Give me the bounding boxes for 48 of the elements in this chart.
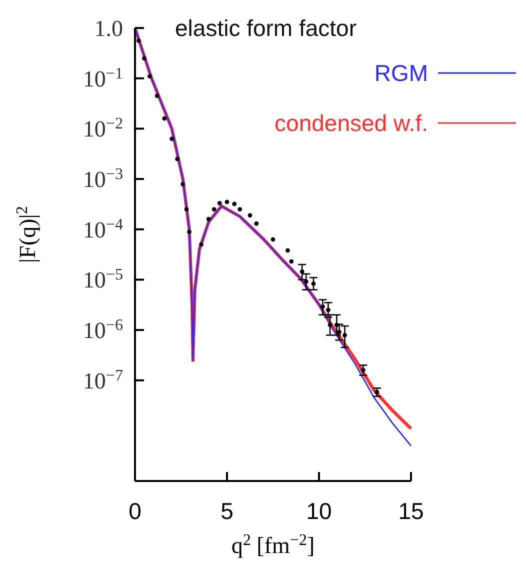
point <box>328 322 332 328</box>
point <box>148 74 152 78</box>
point <box>300 269 304 274</box>
point <box>199 242 204 247</box>
point <box>286 248 290 253</box>
point <box>175 156 180 162</box>
point <box>326 308 330 312</box>
point <box>206 216 211 222</box>
point <box>289 259 294 264</box>
chart-title: elastic form factor <box>175 15 357 41</box>
point <box>170 136 174 141</box>
y-tick-label: 10$^{−1}$ <box>82 64 123 92</box>
point <box>142 56 146 61</box>
x-tick-label: 5 <box>220 498 234 524</box>
point <box>217 201 222 206</box>
legend-label: condensed w.f. <box>274 110 428 136</box>
point <box>136 38 141 43</box>
point <box>180 182 186 186</box>
point <box>248 213 252 218</box>
point <box>320 304 325 309</box>
y-tick-label: 1.0 <box>94 16 123 42</box>
point <box>270 237 276 242</box>
point <box>184 207 189 212</box>
point <box>311 282 316 286</box>
legend-label: RGM <box>374 60 428 86</box>
y-tick-label: 10$^{−6}$ <box>82 316 123 344</box>
point <box>360 368 366 372</box>
y-tick-label: 10$^{−7}$ <box>82 366 123 394</box>
x-tick-label: 10 <box>306 498 332 524</box>
y-tick-label: 10$^{−2}$ <box>82 115 123 142</box>
point <box>254 221 259 226</box>
point <box>334 322 339 328</box>
point <box>212 207 216 212</box>
point <box>154 94 160 98</box>
point <box>337 330 342 334</box>
x-axis-title: q$^{2}$ [fm$^{−2}$] <box>231 532 315 558</box>
y-tick-label: 10$^{−5}$ <box>82 266 123 293</box>
x-tick-label: 15 <box>398 498 424 524</box>
point <box>342 332 347 338</box>
y-tick-label: 10$^{−3}$ <box>82 166 123 192</box>
x-tick-label: 0 <box>128 498 142 524</box>
point <box>224 200 230 204</box>
point <box>187 230 192 234</box>
point <box>162 116 167 121</box>
y-tick-label: 10$^{−4}$ <box>82 216 123 242</box>
point <box>304 280 308 284</box>
point <box>232 202 237 206</box>
point <box>238 207 242 212</box>
